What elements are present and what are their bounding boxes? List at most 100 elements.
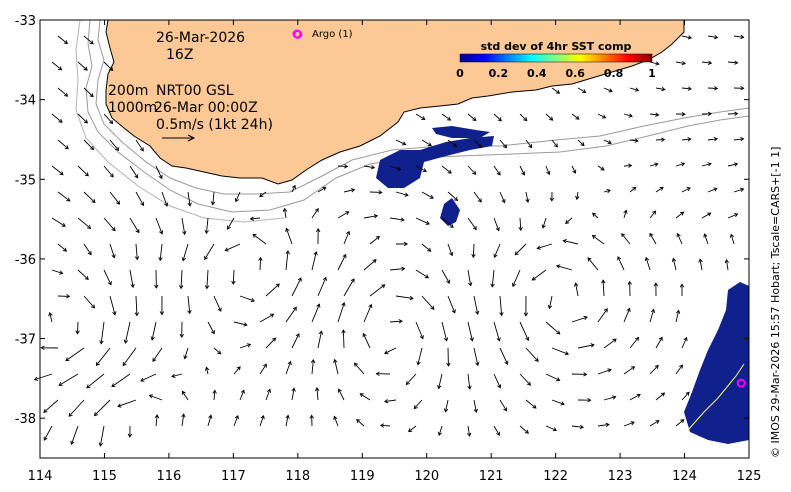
current-vector bbox=[389, 268, 405, 271]
current-vector-head bbox=[263, 363, 267, 368]
current-vector-head bbox=[579, 424, 584, 430]
current-vector bbox=[649, 61, 659, 65]
current-vector-head bbox=[43, 408, 48, 413]
current-vector bbox=[259, 415, 264, 427]
current-vector bbox=[111, 373, 131, 387]
current-vector bbox=[213, 295, 222, 312]
current-vector bbox=[545, 373, 560, 381]
current-vector-head bbox=[111, 383, 116, 388]
current-vector-head bbox=[90, 146, 95, 151]
current-vector-head bbox=[68, 412, 73, 417]
current-vector-head bbox=[210, 201, 216, 206]
depth-label-200m: 200m bbox=[108, 83, 148, 99]
current-vector bbox=[603, 139, 612, 144]
x-tick-label: 117 bbox=[221, 469, 246, 484]
current-vector bbox=[316, 387, 319, 401]
current-vector bbox=[726, 259, 729, 271]
current-vector-head bbox=[384, 350, 389, 355]
current-vector bbox=[493, 373, 501, 388]
current-vector-head bbox=[272, 337, 277, 342]
current-vector bbox=[384, 347, 397, 354]
current-vector bbox=[155, 217, 163, 234]
current-vector-head bbox=[109, 119, 114, 125]
current-vector-head bbox=[634, 138, 639, 143]
current-vector-head bbox=[401, 266, 406, 271]
current-vector-head bbox=[322, 276, 327, 282]
current-vector-head bbox=[266, 388, 272, 393]
current-vector-head bbox=[159, 230, 164, 235]
current-vector bbox=[99, 425, 105, 446]
current-vector-head bbox=[591, 235, 597, 239]
current-vector bbox=[151, 321, 157, 340]
current-vector bbox=[109, 243, 115, 258]
current-vector bbox=[206, 269, 209, 289]
current-vector-head bbox=[497, 117, 502, 122]
current-vector bbox=[727, 163, 738, 167]
current-vector bbox=[415, 217, 430, 225]
current-vector bbox=[395, 295, 414, 299]
current-vector bbox=[681, 187, 691, 193]
current-vector bbox=[603, 189, 611, 193]
current-vector bbox=[224, 243, 241, 252]
current-vector bbox=[43, 399, 59, 413]
current-vector-head bbox=[402, 141, 407, 146]
current-vector-head bbox=[182, 230, 187, 236]
current-vector-head bbox=[345, 211, 350, 216]
current-vector bbox=[311, 359, 314, 375]
colorbar-tick-label: 1 bbox=[648, 67, 656, 80]
current-vector-head bbox=[623, 209, 628, 214]
current-vector bbox=[83, 35, 94, 45]
current-vector bbox=[675, 163, 685, 167]
current-vector-head bbox=[653, 282, 659, 287]
current-vector bbox=[623, 210, 627, 219]
current-vector bbox=[285, 361, 292, 375]
current-vector bbox=[291, 333, 300, 349]
colorbar-tick-label: 0.8 bbox=[604, 67, 624, 80]
current-vector-head bbox=[740, 34, 745, 40]
current-vector-head bbox=[575, 115, 580, 120]
current-vector-head bbox=[40, 345, 45, 351]
current-vector-head bbox=[416, 361, 421, 366]
current-vector-head bbox=[473, 408, 478, 413]
y-tick-label: -35 bbox=[15, 173, 36, 188]
current-vector bbox=[571, 316, 588, 323]
current-vector bbox=[311, 304, 320, 323]
current-vector bbox=[51, 113, 63, 123]
current-vector-head bbox=[381, 284, 386, 289]
current-vector bbox=[649, 233, 657, 245]
current-vector-head bbox=[322, 186, 327, 191]
current-vector-head bbox=[466, 432, 472, 437]
current-vector-head bbox=[713, 136, 719, 142]
current-vector bbox=[649, 420, 660, 427]
current-vector-head bbox=[698, 258, 703, 263]
current-vector-head bbox=[217, 307, 222, 312]
current-vector bbox=[155, 414, 158, 427]
current-vector bbox=[235, 191, 241, 202]
current-vector-head bbox=[139, 147, 144, 152]
current-vector-head bbox=[427, 247, 432, 252]
current-vector-head bbox=[58, 382, 63, 386]
current-vector bbox=[265, 389, 271, 401]
current-vector-head bbox=[383, 399, 389, 404]
current-vector-head bbox=[122, 362, 127, 367]
current-vector-head bbox=[66, 294, 71, 299]
current-vector bbox=[311, 251, 317, 271]
current-vector bbox=[71, 425, 79, 445]
current-vector-head bbox=[89, 93, 94, 98]
current-vector bbox=[77, 113, 88, 124]
current-vector bbox=[473, 139, 482, 148]
current-vector-head bbox=[680, 211, 685, 216]
current-vector-head bbox=[685, 391, 690, 396]
current-vector bbox=[284, 208, 287, 219]
current-vector bbox=[548, 295, 553, 309]
current-vector-head bbox=[341, 329, 346, 334]
current-vector-head bbox=[87, 251, 92, 256]
current-vector-head bbox=[164, 202, 169, 207]
current-vector bbox=[205, 217, 209, 234]
current-vector-head bbox=[344, 164, 349, 169]
current-vector bbox=[140, 373, 157, 382]
current-vector-head bbox=[183, 355, 188, 360]
current-vector-head bbox=[446, 279, 450, 284]
current-vector bbox=[597, 165, 605, 171]
